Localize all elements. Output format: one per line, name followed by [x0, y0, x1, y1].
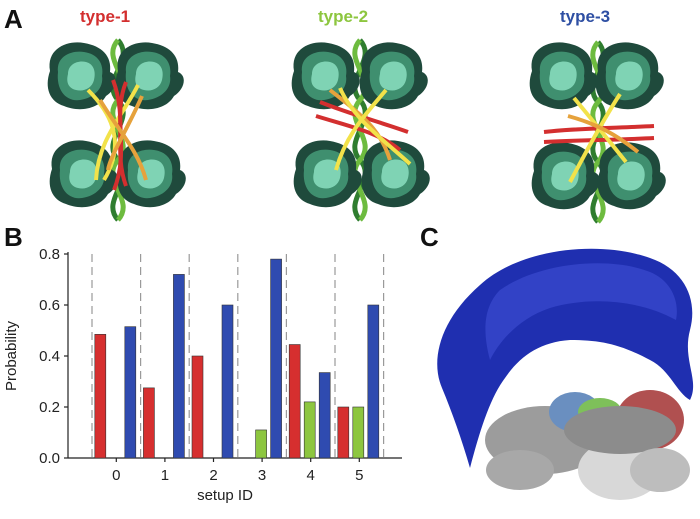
panel-a-letter: A — [4, 4, 23, 34]
x-tick-label: 4 — [307, 467, 315, 484]
panel-a: A type-1 type-2 — [4, 4, 666, 222]
bar-series-2-setup-5 — [352, 406, 365, 459]
x-tick-label: 3 — [258, 467, 266, 484]
panel-b: B 0.0 0.2 0.4 0.6 0.8 0 1 2 3 4 5 setup ID Probabili… — [3, 222, 402, 504]
y-tick-label: 0.8 — [39, 246, 60, 263]
y-tick-label: 0.2 — [39, 399, 60, 416]
y-tick-label: 0.0 — [39, 450, 60, 467]
bar-series-3-setup-1 — [173, 274, 185, 459]
bar-series-1-setup-4 — [288, 344, 301, 459]
panel-c-letter: C — [420, 222, 439, 252]
x-tick-label: 1 — [161, 467, 169, 484]
y-tick-label: 0.4 — [39, 348, 60, 365]
type-3-title: type-3 — [560, 7, 610, 26]
bar-series-3-setup-4 — [318, 372, 331, 459]
x-tick-label: 2 — [209, 467, 217, 484]
bar-series-1-setup-1 — [143, 387, 155, 459]
bar-series-1-setup-5 — [337, 406, 350, 459]
type-2-illustration: type-2 — [291, 7, 430, 220]
y-tick-label: 0.6 — [39, 297, 60, 314]
type-1-illustration: type-1 — [47, 7, 186, 220]
density-map-render — [437, 248, 694, 500]
x-tick-label: 0 — [112, 467, 120, 484]
nucleosome-spheres — [485, 390, 690, 500]
x-axis-label: setup ID — [197, 487, 253, 504]
bar-series-3-setup-3 — [270, 258, 282, 459]
type-3-illustration: type-3 — [529, 7, 666, 222]
panel-b-letter: B — [4, 222, 23, 252]
probability-bar-chart: 0.0 0.2 0.4 0.6 0.8 0 1 2 3 4 5 setup ID Probability — [3, 246, 402, 504]
bar-series-2-setup-3 — [255, 429, 267, 459]
y-axis-label: Probability — [3, 320, 20, 391]
type-2-title: type-2 — [318, 7, 368, 26]
x-tick-label: 5 — [355, 467, 363, 484]
bar-series-3-setup-2 — [221, 304, 234, 459]
bar-series-2-setup-4 — [303, 401, 316, 459]
bar-series-3-setup-0 — [124, 326, 137, 459]
panel-c: C — [420, 222, 694, 500]
bar-series-1-setup-2 — [191, 355, 204, 459]
bar-series-1-setup-0 — [94, 334, 107, 459]
type-1-title: type-1 — [80, 7, 130, 26]
bar-series-3-setup-5 — [367, 304, 380, 459]
